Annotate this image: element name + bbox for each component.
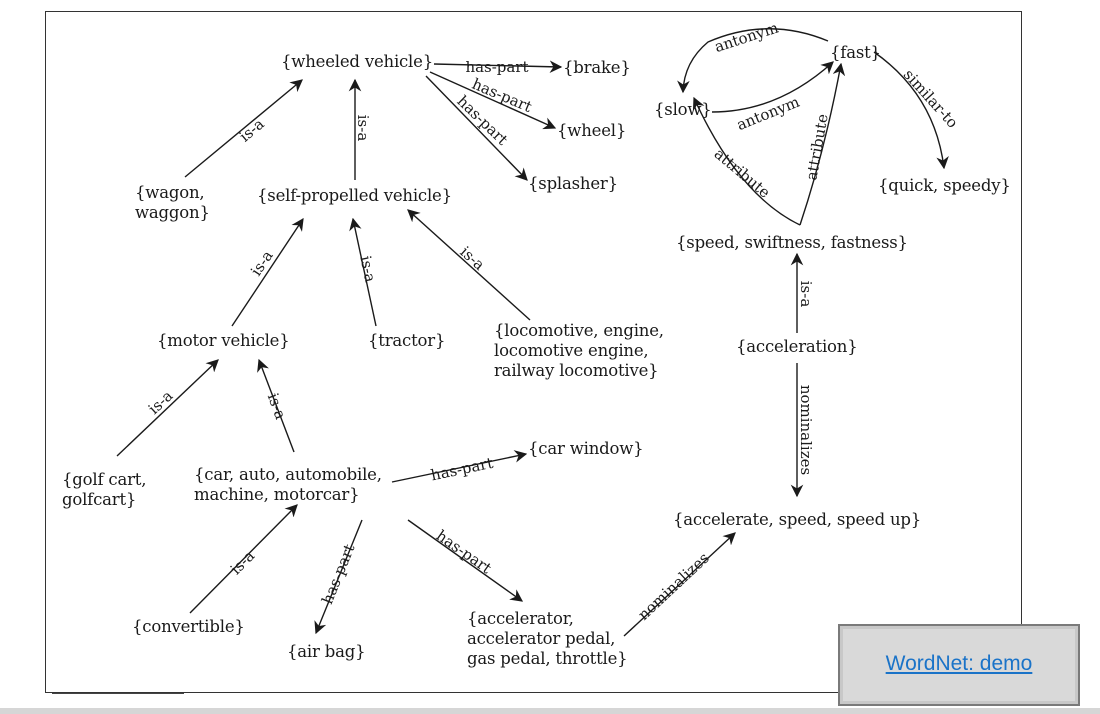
node-self-propelled-vehicle: {self-propelled vehicle} [257,186,452,205]
node-air-bag: {air bag} [287,642,366,661]
bottom-bar [0,708,1100,714]
node-brake: {brake} [563,58,631,77]
node-golf-cart: {golf cart, golfcart} [62,470,147,509]
node-tractor: {tractor} [368,331,446,350]
node-splasher: {splasher} [528,174,618,193]
node-fast: {fast} [830,43,881,62]
node-acceleration: {acceleration} [736,337,858,356]
demo-link-box: WordNet: demo [838,624,1080,706]
node-motor-vehicle: {motor vehicle} [157,331,290,350]
node-wagon: {wagon, waggon} [135,183,210,222]
node-speed: {speed, swiftness, fastness} [676,233,908,252]
node-accelerate: {accelerate, speed, speed up} [673,510,922,529]
node-quick-speedy: {quick, speedy} [878,176,1011,195]
node-convertible: {convertible} [132,617,245,636]
node-car-window: {car window} [528,439,644,458]
node-wheeled-vehicle: {wheeled vehicle} [281,52,433,71]
wordnet-demo-link[interactable]: WordNet: demo [885,652,1033,675]
node-car: {car, auto, automobile, machine, motorca… [194,465,382,504]
node-slow: {slow} [654,100,712,119]
node-locomotive: {locomotive, engine, locomotive engine, … [494,321,664,380]
footnote-rule [52,693,184,694]
node-wheel: {wheel} [557,121,627,140]
node-accelerator: {accelerator, accelerator pedal, gas ped… [467,609,628,668]
